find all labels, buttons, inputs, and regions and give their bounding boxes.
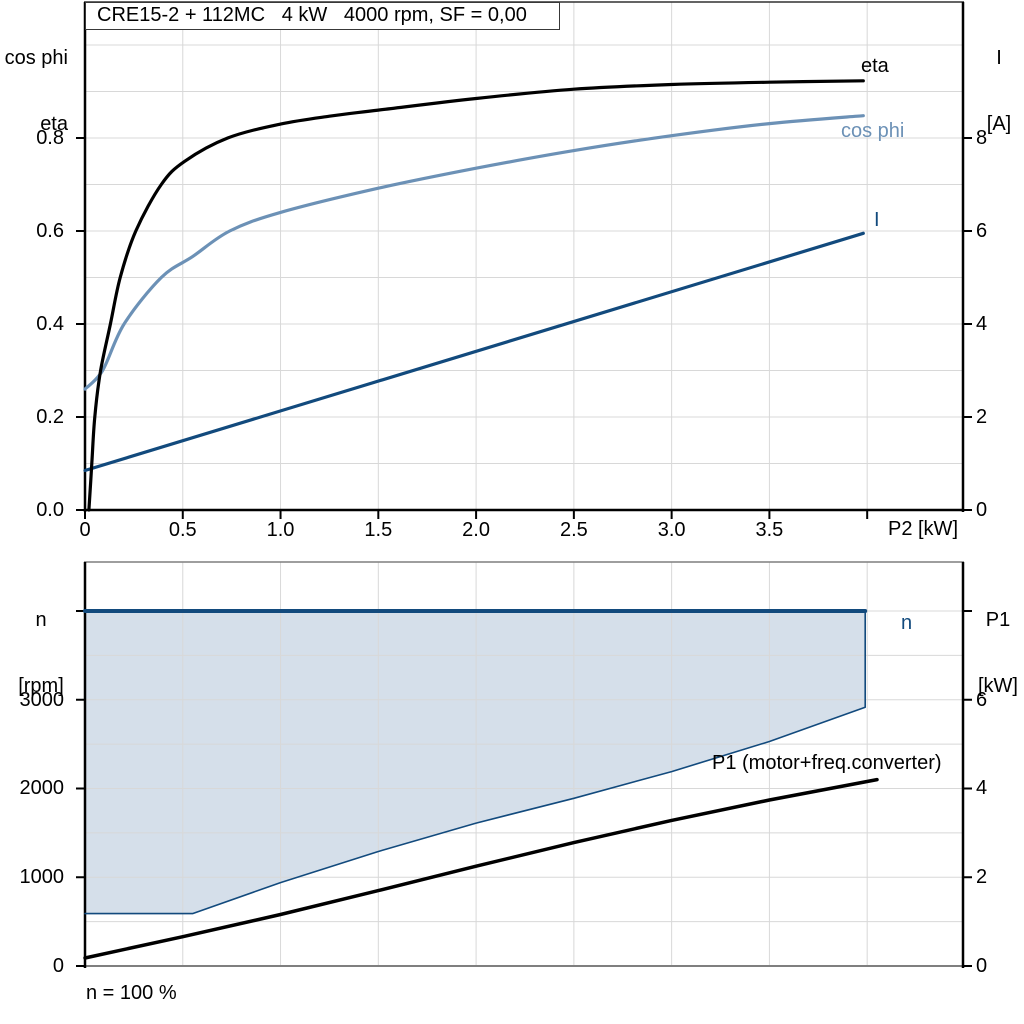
right-axis-tick-label: 6 [976, 220, 988, 242]
motor-electrical-curves-series [83, 79, 865, 512]
speed-min-curve-curve [84, 610, 866, 915]
x-axis-tick-label: 2.0 [462, 519, 490, 541]
x-axis-tick-label: 2.5 [559, 519, 588, 541]
speed-curve-label: n [901, 612, 913, 634]
cos-phi-curve [83, 114, 865, 391]
x-axis-tick-label: 0 [79, 519, 91, 541]
speed-and-input-power-tick-marks [76, 609, 972, 967]
x-axis-tick-label: 3.0 [657, 519, 686, 541]
speed-and-input-power-frame [83, 561, 965, 968]
right-axis-tick-label: 0 [976, 499, 988, 521]
p1-curve-label: P1 (motor+freq.converter) [712, 752, 942, 774]
right-axis-tick-label: 6 [976, 688, 988, 711]
current-axis-unit: [A] [986, 113, 1012, 135]
right-axis-tick-label: 4 [976, 313, 988, 335]
x-axis-tick-label: 1.5 [364, 519, 393, 541]
eta-axis-title: eta [40, 113, 68, 135]
cos-phi-axis-title: cos phi [4, 47, 68, 69]
eta-curve [87, 79, 865, 512]
bottom-left-axis-title: n [rpm] [6, 565, 76, 741]
left-axis-tick-label: 0 [52, 955, 64, 977]
left-axis-tick-label: 0.2 [36, 406, 64, 428]
x-axis-tick-label: 3.5 [755, 519, 784, 541]
x-axis-tick-label: 1.0 [266, 519, 295, 541]
left-axis-tick-label: 0.8 [36, 127, 64, 149]
speed-and-input-power-series [83, 609, 879, 960]
chart-title-box: CRE15-2 + 112MC 4 kW 4000 rpm, SF = 0,00 [85, 2, 560, 30]
motor-electrical-curves-gridlines [85, 2, 963, 510]
right-axis-tick-label: 4 [976, 777, 988, 800]
p1-input-power-curve [83, 777, 879, 960]
speed-and-input-power-gridlines [85, 562, 963, 966]
left-axis-tick-label: 0.6 [36, 220, 64, 242]
left-axis-tick-label: 0.0 [36, 499, 64, 521]
motor-electrical-curves-tick-marks [76, 137, 972, 519]
speed-axis-title: n [35, 609, 47, 631]
motor-electrical-curves-frame [83, 1, 965, 512]
bottom-right-axis-title: P1 [kW] [972, 565, 1024, 741]
top-left-axis-title: cos phi eta [2, 3, 68, 179]
right-axis-tick-label: 2 [976, 406, 988, 428]
cos-phi-curve-label: cos phi [841, 120, 905, 142]
right-axis-tick-label: 2 [976, 866, 988, 889]
p1-axis-unit: [kW] [978, 675, 1018, 697]
right-axis-tick-label: 8 [976, 127, 988, 149]
speed-percentage-note: n = 100 % [86, 982, 177, 1004]
left-axis-tick-label: 1000 [19, 866, 65, 889]
current-curve [83, 231, 865, 473]
eta-curve-label: eta [861, 55, 889, 77]
left-axis-tick-label: 2000 [19, 777, 65, 800]
right-axis-tick-label: 0 [976, 955, 988, 977]
x-axis-tick-label: 0.5 [168, 519, 197, 541]
top-right-axis-title: I [A] [976, 3, 1022, 179]
p2-axis-title: P2 [kW] [887, 518, 958, 540]
current-curve-label: I [874, 209, 880, 231]
left-axis-tick-label: 0.4 [36, 313, 64, 335]
current-axis-title: I [996, 47, 1002, 69]
p1-axis-title: P1 [985, 609, 1011, 631]
left-axis-tick-label: 3000 [19, 688, 65, 711]
speed-axis-unit: [rpm] [18, 675, 64, 697]
